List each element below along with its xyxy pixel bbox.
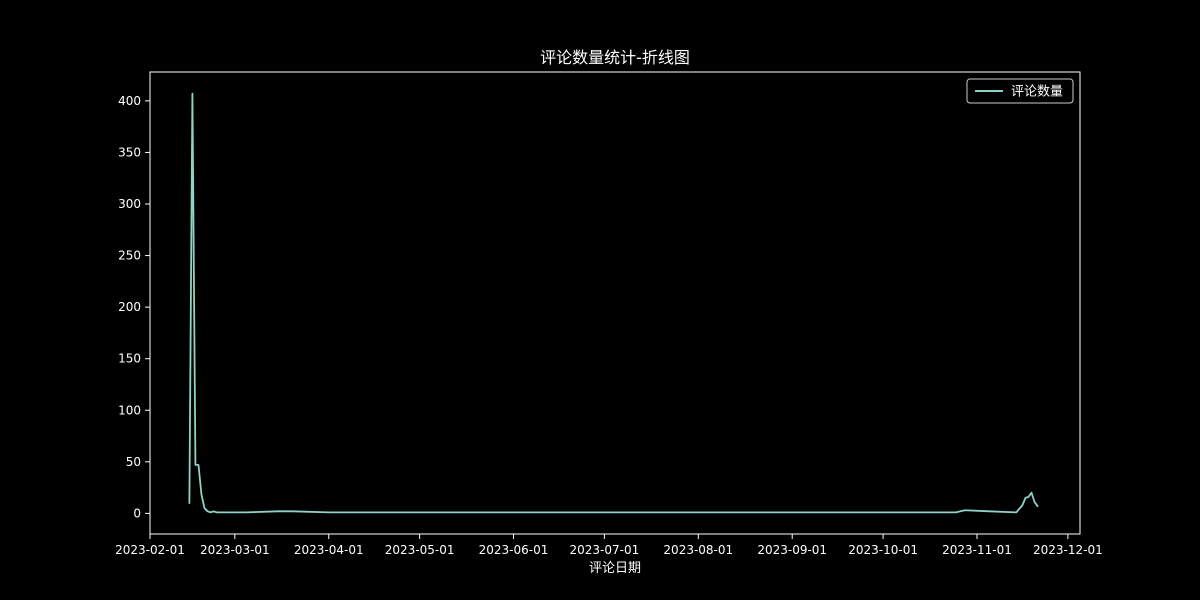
y-tick-label: 350 <box>118 145 141 159</box>
series-line-0 <box>188 92 1039 514</box>
y-tick-label: 0 <box>133 506 141 520</box>
y-tick-label: 400 <box>118 94 141 108</box>
y-tick-label: 300 <box>118 197 141 211</box>
x-tick-label: 2023-04-01 <box>294 543 364 557</box>
x-tick-label: 2023-03-01 <box>200 543 270 557</box>
plot-area <box>188 92 1039 514</box>
legend-label: 评论数量 <box>1011 85 1063 100</box>
x-tick-label: 2023-09-01 <box>757 543 827 557</box>
x-tick-label: 2023-05-01 <box>385 543 455 557</box>
x-tick-label: 2023-07-01 <box>570 543 640 557</box>
x-tick-label: 2023-11-01 <box>942 543 1012 557</box>
x-tick-label: 2023-08-01 <box>663 543 733 557</box>
legend-box <box>966 78 1074 104</box>
y-tick-label: 150 <box>118 352 141 366</box>
plot-frame <box>149 71 1081 535</box>
y-tick-label: 200 <box>118 300 141 314</box>
x-tick-label: 2023-12-01 <box>1033 543 1103 557</box>
y-tick-label: 50 <box>126 455 141 469</box>
chart-title: 评论数量统计-折线图 <box>540 48 690 67</box>
x-tick-label: 2023-02-01 <box>115 543 185 557</box>
y-tick-label: 100 <box>118 403 141 417</box>
x-tick-label: 2023-06-01 <box>479 543 549 557</box>
x-axis-label: 评论日期 <box>589 561 641 576</box>
y-tick-label: 250 <box>118 249 141 263</box>
y-axis: 0 50 100 150 200 250 300 350 400 <box>118 94 150 520</box>
x-tick-label: 2023-10-01 <box>848 543 918 557</box>
x-axis: 2023-02-01 2023-03-01 2023-04-01 2023-05-01… <box>115 534 1103 557</box>
legend: 评论数量 <box>966 78 1074 104</box>
